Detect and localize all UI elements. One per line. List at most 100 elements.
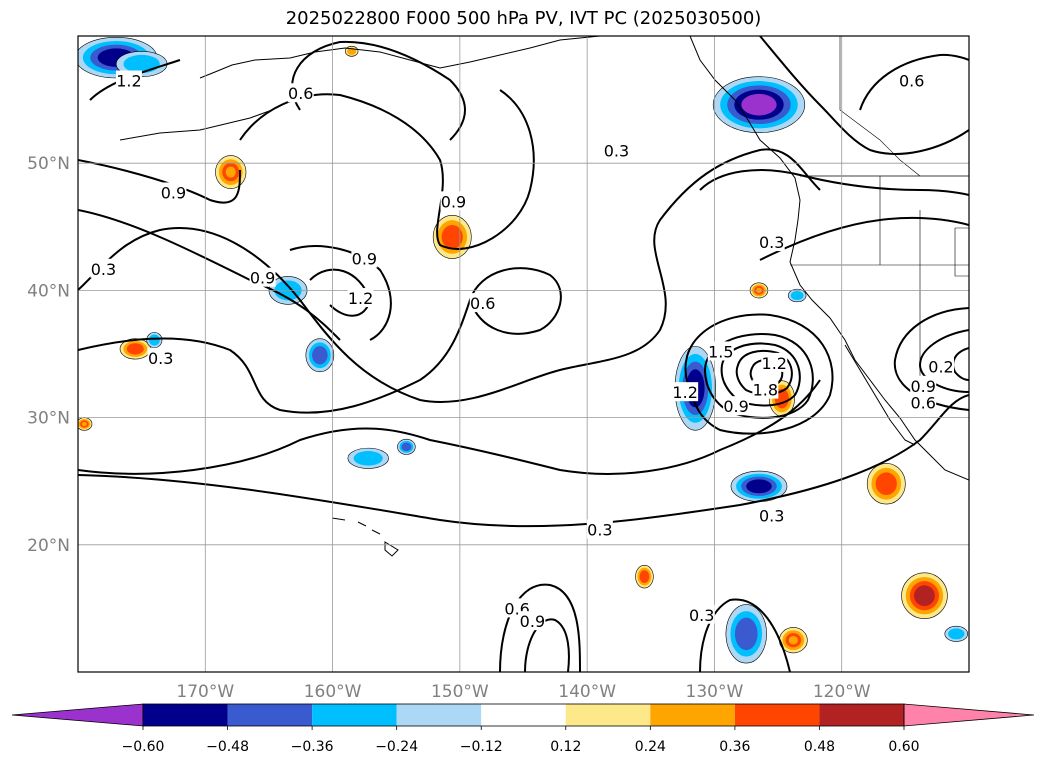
- contour-label: 0.6: [910, 393, 935, 412]
- contour-label-bg: [688, 604, 715, 624]
- contour-label: 0.3: [759, 233, 784, 252]
- contour-0p9-west-2: [78, 209, 341, 341]
- contour-label: 0.9: [250, 269, 275, 288]
- pv-anomaly-blob: [305, 338, 335, 373]
- alaska-border: [839, 36, 921, 177]
- hawaii-islands: [331, 517, 399, 557]
- contour-label-bg: [586, 519, 613, 539]
- contour-0p9-west: [78, 159, 241, 204]
- contour-label-bg: [723, 396, 750, 416]
- se-tropical-contour: [699, 598, 791, 672]
- bc-contour: [699, 169, 969, 196]
- colorbar-tick-label: 0.36: [719, 739, 750, 755]
- blob-layer: [793, 292, 801, 299]
- colorbar-segment: [734, 704, 820, 726]
- colorbar-tick-label: −0.24: [375, 739, 418, 755]
- contour-label-bg: [910, 375, 937, 395]
- east-ring-core: [952, 347, 969, 381]
- contour-0p6-west: [78, 299, 471, 414]
- blob-layer: [918, 589, 931, 602]
- contour-label-bg: [927, 356, 954, 376]
- pv-anomaly-blob: [730, 470, 788, 502]
- contour-0p9-center: [289, 245, 392, 341]
- contour-label: 1.2: [762, 354, 787, 373]
- colorbar-extend-high: [903, 703, 1035, 727]
- lon-tick-label: 170°W: [176, 682, 234, 702]
- lon-tick-label: 130°W: [686, 682, 744, 702]
- lon-tick-label: 140°W: [558, 682, 616, 702]
- contour-label: 0.6: [899, 72, 924, 91]
- colorbar-extend-low: [11, 703, 144, 727]
- contour-label-bg: [147, 347, 174, 367]
- colorbar-tick-label: −0.36: [291, 739, 334, 755]
- contour-label: 0.6: [288, 84, 313, 103]
- contour-label: 0.3: [91, 260, 116, 279]
- colorbar-tick-label: 0.60: [888, 739, 919, 755]
- blob-layer: [225, 166, 236, 178]
- contour-label: 0.3: [759, 507, 784, 526]
- colorbar-segment: [565, 704, 651, 726]
- blob-layer: [445, 229, 459, 245]
- colorbar-tick-label: −0.12: [460, 739, 503, 755]
- pv-anomaly-blob: [901, 572, 948, 619]
- contour-0p3-tropics: [78, 394, 969, 528]
- low-ring-3: [720, 342, 801, 407]
- contour-label-bg: [115, 70, 142, 90]
- north-america-west-coast: [689, 36, 969, 481]
- map-background: [78, 36, 969, 672]
- colorbar-tick-label: 0.48: [804, 739, 835, 755]
- contour-label: 0.9: [520, 612, 545, 631]
- pv-anomaly-blob: [397, 438, 416, 455]
- lat-tick-label: 50°N: [27, 154, 70, 174]
- contour-labels: 1.2 0.6 0.9 0.3 0.9 0.9 1.2 0.3 0.9 0.3 0.6 0.3 0.6 1…: [90, 70, 954, 631]
- colorbar-segment: [396, 704, 482, 726]
- contour-0p3-south: [78, 379, 821, 475]
- colorbar: −0.60 −0.48 −0.36 −0.24 −0.12 0.12 0.24 0.36 0.4…: [11, 703, 1035, 755]
- ne-contour: [859, 53, 969, 111]
- contour-label-bg: [351, 248, 378, 268]
- pv-anomaly-blob: [944, 625, 969, 642]
- pv-anomaly-blob: [344, 45, 359, 57]
- contour-label-bg: [758, 505, 785, 525]
- contour-label: 0.9: [161, 183, 186, 202]
- contour-label: 1.2: [672, 383, 697, 402]
- tropical-ring-outer: [499, 583, 581, 672]
- contour-label-bg: [910, 392, 937, 412]
- contour-label: 0.3: [689, 606, 714, 625]
- map-gridlines: [78, 36, 969, 672]
- low-ring-4: [735, 349, 793, 396]
- contour-label: 0.9: [352, 250, 377, 269]
- pv-anomaly-blob: [146, 332, 163, 348]
- map-frame: [77, 35, 970, 673]
- colorbar-segment: [819, 704, 904, 726]
- ivt-contours: [78, 36, 969, 672]
- contour-label: 1.8: [753, 381, 778, 400]
- lat-tick-label: 40°N: [27, 281, 70, 301]
- contour-0p3-main: [78, 148, 821, 403]
- colorbar-tick-label: −0.48: [206, 739, 249, 755]
- colorbar-tick-label: −0.60: [122, 739, 165, 755]
- contour-label-bg: [440, 191, 467, 211]
- blob-layer: [641, 572, 648, 581]
- blob-layer: [739, 624, 754, 644]
- map-title: 2025022800 F000 500 hPa PV, IVT PC (2025…: [285, 8, 762, 29]
- tropical-ring-inner: [524, 618, 570, 672]
- colorbar-segment: [143, 704, 228, 726]
- alaska-coast: [199, 36, 601, 79]
- lat-tick-label: 20°N: [27, 536, 70, 556]
- contour-label-bg: [672, 382, 699, 402]
- contour-label-bg: [287, 83, 314, 103]
- colorbar-tick-label: 0.24: [635, 739, 666, 755]
- contour-label: 1.2: [116, 72, 141, 91]
- colorbar-segment: [227, 704, 313, 726]
- pv-anomaly-blob: [347, 447, 389, 469]
- contour-label: 1.5: [708, 342, 733, 361]
- contour-label: 0.9: [723, 397, 748, 416]
- blob-layer: [748, 98, 770, 112]
- contour-label-bg: [519, 611, 546, 631]
- pv-anomaly-blob: [635, 564, 654, 589]
- blob-layer: [130, 345, 141, 353]
- contour-label-bg: [90, 258, 117, 278]
- baja-california: [844, 344, 916, 446]
